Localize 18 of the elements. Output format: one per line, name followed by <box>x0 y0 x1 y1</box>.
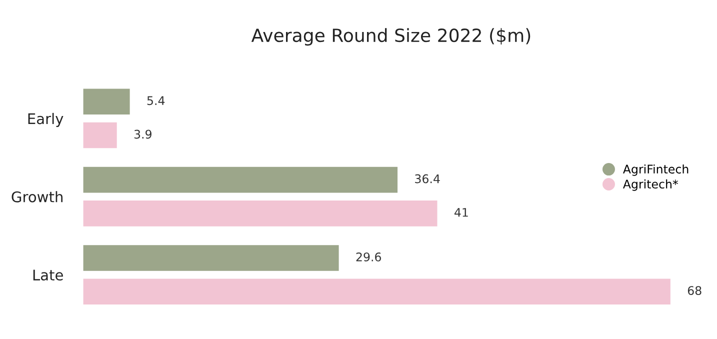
bar <box>83 245 339 271</box>
data-label: 3.9 <box>134 130 152 139</box>
data-label: 36.4 <box>415 174 440 184</box>
chart-title: Average Round Size 2022 ($m) <box>251 28 530 46</box>
data-label: 68 <box>688 286 702 296</box>
bar <box>83 200 438 226</box>
bar <box>83 88 130 115</box>
bar <box>83 166 398 193</box>
legend-label: AgriFintech <box>622 164 688 176</box>
bar <box>83 278 670 304</box>
data-label: 29.6 <box>356 252 382 262</box>
data-label: 41 <box>454 208 468 217</box>
y-tick-label: Growth <box>12 191 62 202</box>
data-label: 5.4 <box>147 96 165 106</box>
bar <box>83 122 117 148</box>
y-tick-label: Late <box>33 270 63 281</box>
legend-label: Agritech* <box>622 179 678 191</box>
y-tick-label: Early <box>28 112 64 128</box>
